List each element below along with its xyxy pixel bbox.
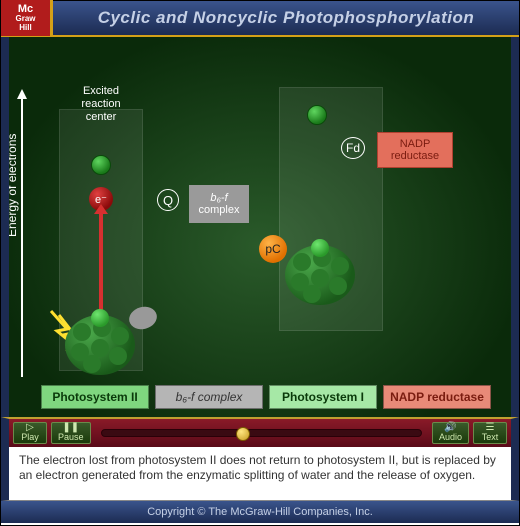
plastocyanin-icon: pC (259, 235, 287, 263)
play-label: Play (21, 432, 39, 442)
diagram-area: Energy of electrons Excited reaction cen… (1, 37, 519, 417)
excited-reaction-center-label: Excited reaction center (59, 85, 143, 124)
y-axis (21, 97, 23, 377)
play-button[interactable]: ▷Play (13, 422, 47, 444)
app-frame: Mc Graw Hill Cyclic and Noncyclic Photop… (0, 0, 520, 526)
pause-button[interactable]: ❚❚Pause (51, 422, 91, 444)
plastocyanin-label: pC (265, 242, 280, 256)
copyright-footer: Copyright © The McGraw-Hill Companies, I… (1, 501, 519, 523)
logo-line2: Graw (15, 14, 35, 23)
page-title: Cyclic and Noncyclic Photophosphorylatio… (53, 8, 519, 28)
audio-label: Audio (439, 432, 462, 442)
audio-icon: 🔊 (444, 424, 456, 432)
nadp-label-top: NADP (400, 138, 431, 150)
legend-b6f-complex: b₆-f complex (155, 385, 263, 409)
photosystem-ii-cluster-icon (65, 315, 135, 375)
y-axis-label: Energy of electrons (5, 134, 19, 237)
text-label: Text (482, 432, 499, 442)
legend-photosystem-ii: Photosystem II (41, 385, 149, 409)
logo-line1: Mc (18, 5, 33, 14)
nadp-reductase-box: NADP reductase (377, 132, 453, 168)
pause-icon: ❚❚ (62, 424, 79, 432)
b6f-label-bottom: complex (199, 204, 240, 216)
legend-photosystem-i: Photosystem I (269, 385, 377, 409)
legend-row: Photosystem II b₆-f complex Photosystem … (41, 385, 491, 409)
progress-slider[interactable] (101, 429, 422, 437)
legend-nadp-reductase: NADP reductase (383, 385, 491, 409)
audio-button[interactable]: 🔊Audio (432, 422, 469, 444)
pause-label: Pause (58, 432, 84, 442)
publisher-logo: Mc Graw Hill (1, 0, 53, 36)
text-icon: ☰ (486, 424, 495, 432)
playback-control-bar: ▷Play ❚❚Pause 🔊Audio ☰Text (1, 417, 519, 447)
plastoquinone-label: Q (157, 189, 179, 211)
nadp-label-bottom: reductase (391, 150, 439, 162)
photosystem-i-cluster-icon (285, 245, 355, 305)
ferredoxin-label: Fd (341, 137, 365, 159)
play-icon: ▷ (26, 424, 34, 432)
excited-electron-ps2-icon (91, 155, 111, 175)
caption-text: The electron lost from photosystem II do… (1, 447, 519, 501)
logo-line3: Hill (19, 23, 31, 32)
slider-knob[interactable] (236, 427, 250, 441)
b6f-complex-box: b₆-f complex (189, 185, 249, 223)
text-button[interactable]: ☰Text (473, 422, 507, 444)
b6f-label-top: b₆-f (210, 192, 227, 204)
excited-electron-ps1-icon (307, 105, 327, 125)
title-bar: Mc Graw Hill Cyclic and Noncyclic Photop… (1, 1, 519, 37)
energy-arrow (99, 212, 103, 322)
